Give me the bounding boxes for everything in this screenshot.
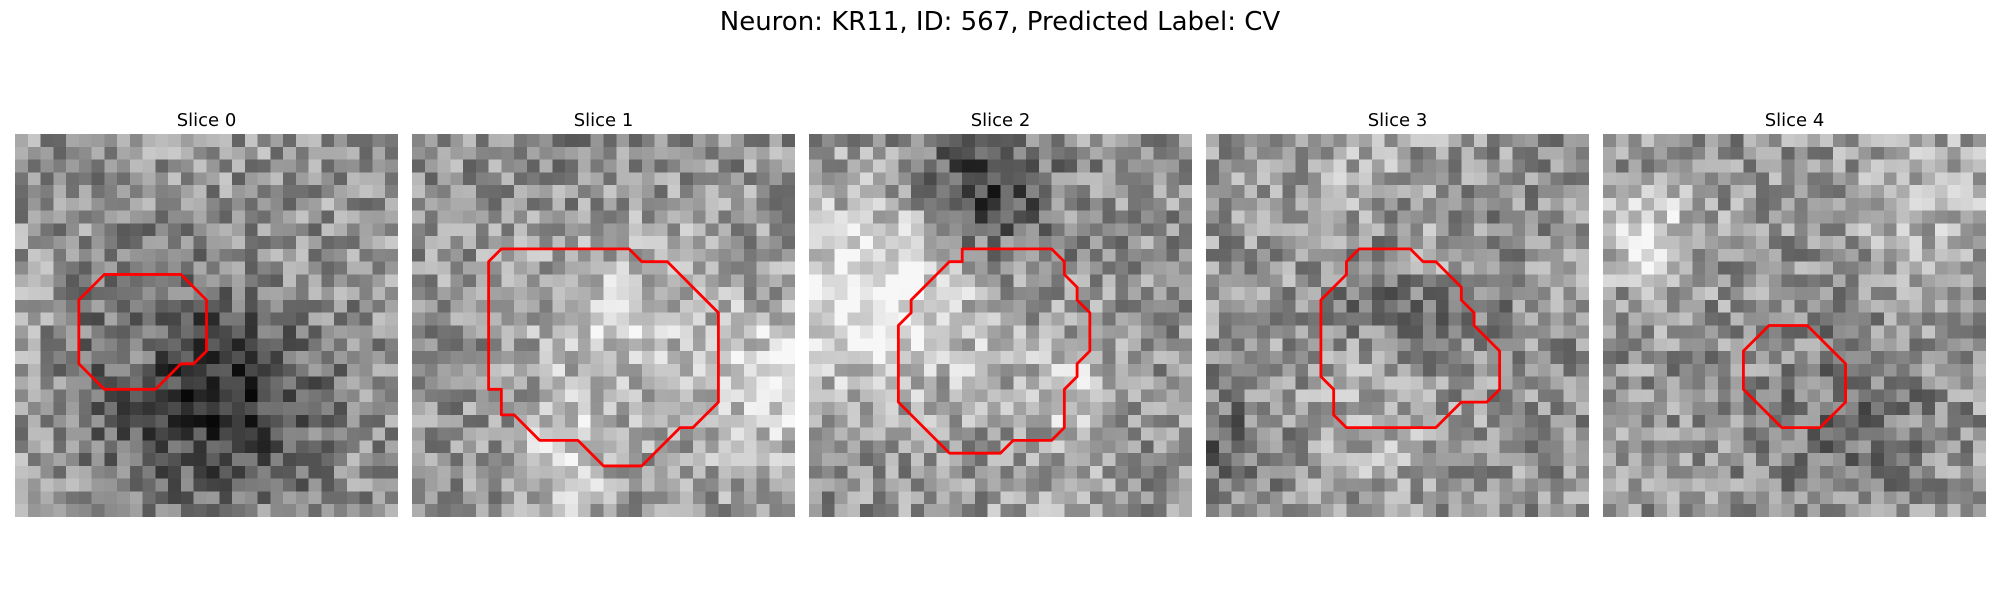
roi-outline-4 xyxy=(1742,324,1847,430)
roi-outline-0 xyxy=(77,273,208,391)
roi-outline-2 xyxy=(896,247,1092,455)
slice-title-1: Slice 1 xyxy=(573,110,634,131)
slice-panel-3: Slice 3 xyxy=(1206,110,1589,517)
slice-panel-0: Slice 0 xyxy=(15,110,398,517)
roi-outline-1 xyxy=(487,247,720,468)
slice-image-1 xyxy=(412,134,795,517)
slice-title-4: Slice 4 xyxy=(1764,110,1825,131)
slice-image-4 xyxy=(1603,134,1986,517)
slice-image-3 xyxy=(1206,134,1589,517)
slice-title-2: Slice 2 xyxy=(970,110,1031,131)
slice-panel-1: Slice 1 xyxy=(412,110,795,517)
slice-panel-2: Slice 2 xyxy=(809,110,1192,517)
figure-title: Neuron: KR11, ID: 567, Predicted Label: … xyxy=(719,7,1281,37)
slice-panel-4: Slice 4 xyxy=(1603,110,1986,517)
slice-title-0: Slice 0 xyxy=(176,110,237,131)
roi-outline-3 xyxy=(1319,247,1502,430)
slice-image-0 xyxy=(15,134,398,517)
slice-title-3: Slice 3 xyxy=(1367,110,1428,131)
slice-image-2 xyxy=(809,134,1192,517)
